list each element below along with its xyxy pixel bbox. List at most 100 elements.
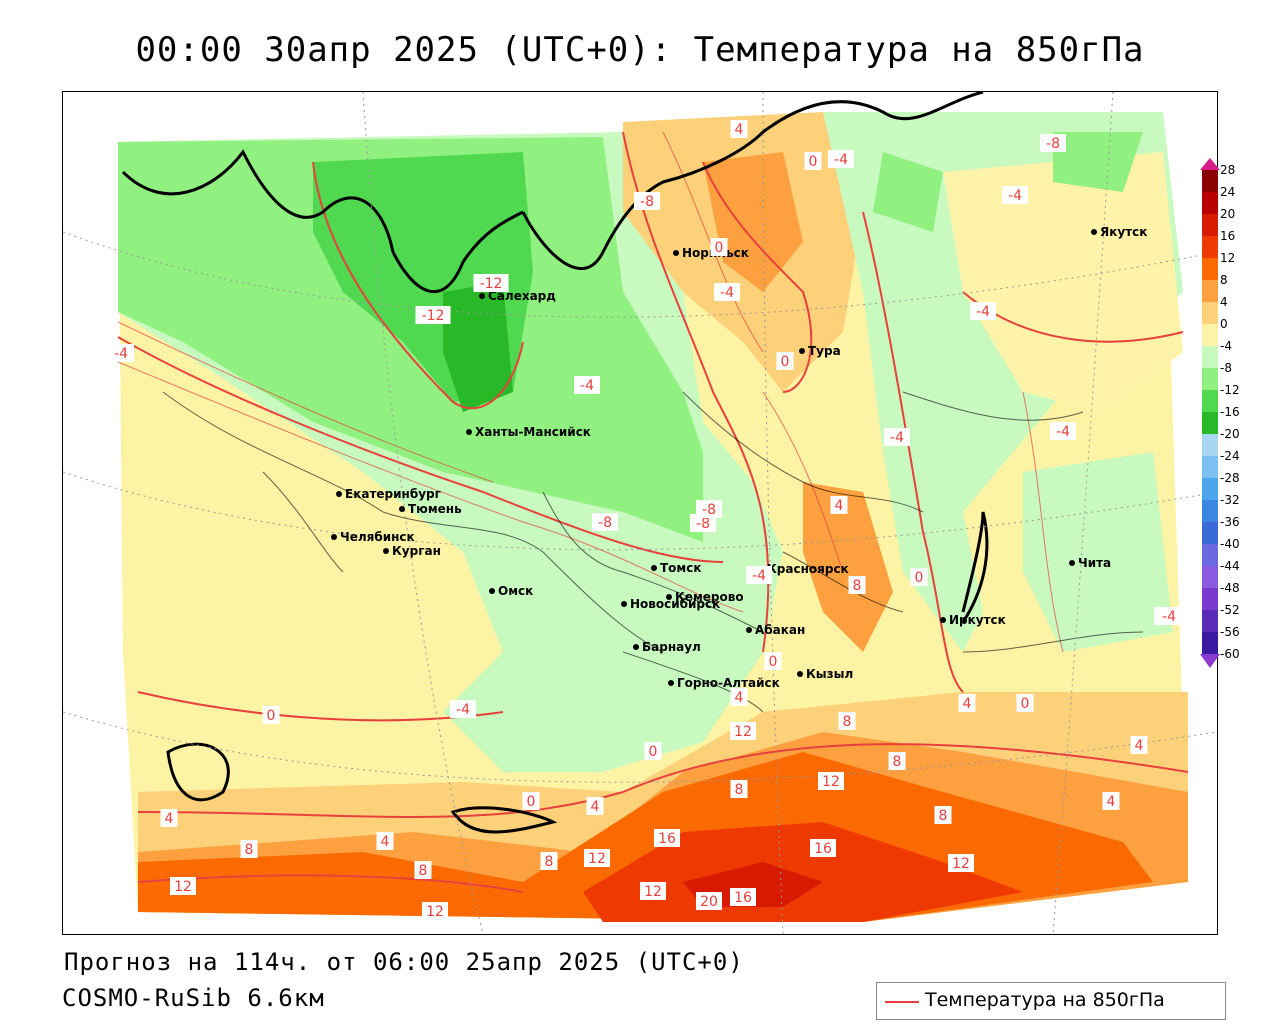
- isotherm-label: -12: [480, 276, 503, 292]
- isotherm-label: 4: [1135, 738, 1144, 754]
- city-label: Якутск: [1100, 225, 1147, 239]
- city-label: Красноярск: [767, 562, 849, 576]
- isotherm-label-bg: [1040, 134, 1066, 152]
- isotherm-label: 4: [735, 122, 744, 138]
- isotherm-label: 12: [426, 904, 444, 920]
- isotherm-label: 4: [165, 811, 174, 827]
- city-label: Челябинск: [340, 530, 415, 544]
- colorbar-segment: [1202, 544, 1218, 566]
- isotherm-label: 4: [735, 690, 744, 706]
- colorbar-segment: [1202, 302, 1218, 324]
- isotherm-label: 0: [1021, 696, 1030, 712]
- isotherm-label-bg: [884, 428, 910, 446]
- isotherm-label: -4: [456, 702, 470, 718]
- colorbar-tick-label: 12: [1220, 251, 1236, 265]
- model-info: COSMO-RuSib 6.6км: [62, 984, 325, 1012]
- colorbar-tick-label: 24: [1220, 185, 1236, 199]
- city-label: Томск: [660, 561, 702, 575]
- isotherm-label-bg: [776, 352, 794, 370]
- legend-line-swatch: [885, 1001, 919, 1003]
- isotherm-label: 0: [769, 654, 778, 670]
- isotherm-label-bg: [592, 513, 618, 531]
- map-panel[interactable]: ЯкутскНорильскСалехардТураХанты-Мансийск…: [62, 91, 1218, 935]
- colorbar-segment: [1202, 632, 1218, 654]
- isotherm-label: 8: [893, 754, 902, 770]
- isotherm-label-bg: [910, 568, 928, 586]
- colorbar-top-arrow: [1200, 158, 1220, 170]
- isotherm-label: 12: [952, 856, 970, 872]
- colorbar-segment: [1202, 456, 1218, 478]
- colorbar-segment: [1202, 610, 1218, 632]
- isotherm-label-bg: [586, 797, 604, 815]
- colorbar-tick-label: -60: [1220, 647, 1240, 661]
- isotherm-label: -8: [598, 515, 612, 531]
- isotherm-label-bg: [730, 722, 756, 740]
- isotherm-label: 16: [658, 831, 676, 847]
- isotherm-label-bg: [473, 274, 509, 292]
- city-label: Тюмень: [408, 502, 462, 516]
- city-label: Кемерово: [675, 590, 744, 604]
- isotherm-label: -4: [114, 346, 128, 362]
- isotherm-label: -4: [1056, 424, 1070, 440]
- temperature-map[interactable]: ЯкутскНорильскСалехардТураХанты-Мансийск…: [63, 92, 1217, 934]
- isotherm-label: 0: [715, 240, 724, 256]
- graticule: [63, 92, 1217, 934]
- isotherm-label-bg: [888, 752, 906, 770]
- colorbar-tick-label: 8: [1220, 273, 1228, 287]
- isotherm-label-bg: [540, 852, 558, 870]
- colorbar-tick-label: -16: [1220, 405, 1240, 419]
- isotherm-label: -4: [752, 568, 766, 584]
- colorbar-tick-label: -12: [1220, 383, 1240, 397]
- colorbar-segment: [1202, 258, 1218, 280]
- isotherm-label: -4: [580, 378, 594, 394]
- colorbar-tick-label: -44: [1220, 559, 1240, 573]
- zone-east-yellow: [943, 152, 1183, 412]
- isotherm-label-bg: [710, 238, 728, 256]
- isotherm-label: -4: [1008, 188, 1022, 204]
- zone-warm-north2: [703, 152, 803, 292]
- colorbar-tick-label: 16: [1220, 229, 1236, 243]
- isotherm-label-bg: [804, 152, 822, 170]
- colorbar-segment: [1202, 566, 1218, 588]
- legend: Температура на 850гПа: [876, 982, 1226, 1020]
- isotherm-label: 4: [835, 498, 844, 514]
- colorbar-segment: [1202, 368, 1218, 390]
- colorbar-tick-label: 28: [1220, 163, 1236, 177]
- isotherm-label-bg: [730, 120, 748, 138]
- isotherm-label-bg: [450, 700, 476, 718]
- isotherm-label-bg: [934, 806, 952, 824]
- isotherm-label-bg: [414, 861, 432, 879]
- city-dot: [399, 506, 405, 512]
- isotherm-label-bg: [810, 839, 836, 857]
- colorbar-tick-label: 4: [1220, 295, 1228, 309]
- colorbar-tick-label: -36: [1220, 515, 1240, 529]
- isotherm-label: 12: [734, 724, 752, 740]
- city-dot: [1069, 560, 1075, 566]
- isotherm-label: -4: [834, 152, 848, 168]
- admin-borders: [162, 391, 1144, 713]
- colorbar: [1200, 158, 1220, 668]
- isotherm-label-bg: [240, 840, 258, 858]
- isotherm-label: -8: [1046, 136, 1060, 152]
- isotherm-label: 12: [644, 884, 662, 900]
- city-dot: [633, 644, 639, 650]
- isotherm-label: 4: [381, 834, 390, 850]
- colorbar-segment: [1202, 214, 1218, 236]
- city-dot: [1091, 229, 1097, 235]
- colorbar-segment: [1202, 500, 1218, 522]
- isotherm-label-bg: [828, 150, 854, 168]
- city-dot: [331, 534, 337, 540]
- colorbar-segment: [1202, 390, 1218, 412]
- colorbar-segment: [1202, 588, 1218, 610]
- isotherm-label-bg: [730, 688, 748, 706]
- isotherm-label-bg: [730, 780, 748, 798]
- zone-east-green3: [873, 152, 943, 232]
- isotherm-lines: [117, 131, 1189, 893]
- isotherm-label: 0: [649, 744, 658, 760]
- isotherm-label-bg: [376, 832, 394, 850]
- city-markers: ЯкутскНорильскСалехардТураХанты-Мансийск…: [331, 225, 1147, 690]
- colorbar-segment: [1202, 324, 1218, 346]
- city-label: Абакан: [755, 623, 805, 637]
- city-dot: [668, 680, 674, 686]
- isotherm-label-bg: [522, 792, 540, 810]
